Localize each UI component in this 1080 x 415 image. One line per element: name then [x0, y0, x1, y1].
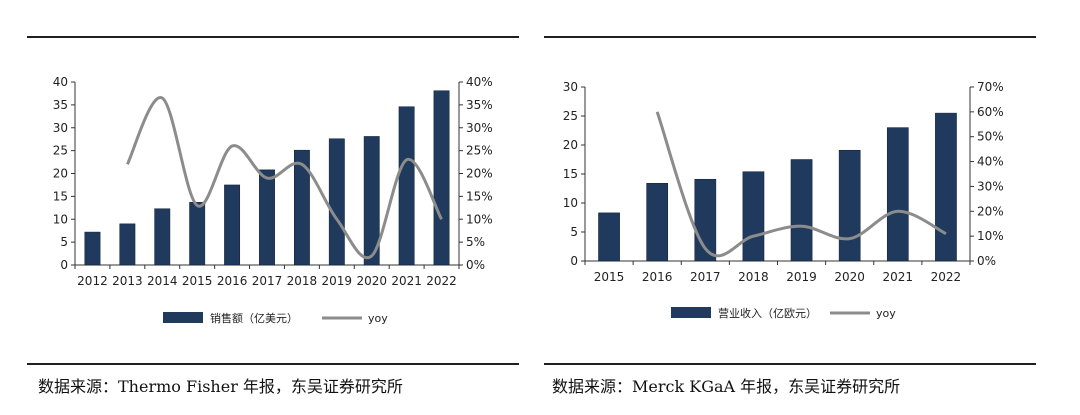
legend-line-label: yoy	[368, 312, 388, 325]
right-panel: 0 5 10 15 20 25 30 0% 10% 20% 30% 40% 50% 60% 70% 2015 2…	[540, 0, 1080, 415]
left-tick-label: 30	[563, 80, 578, 94]
x-tick-label: 2020	[356, 274, 387, 288]
left-panel: 0 5 10 15 20 25 30 35 40 0% 5% 10% 15% 20% 25% 30% 35% 40…	[27, 36, 519, 396]
right-tick-label: 20%	[977, 204, 1004, 218]
yoy-line	[126, 96, 443, 260]
x-tick-label: 2022	[426, 274, 457, 288]
bar	[886, 127, 909, 262]
x-tick-label: 2017	[252, 274, 283, 288]
thermo-fisher-chart: 0 5 10 15 20 25 30 35 40 0% 5% 10% 15% 20% 25% 30% 35% 40…	[53, 75, 493, 325]
x-tick-label: 2015	[594, 270, 625, 284]
right-tick-label: 35%	[466, 98, 493, 112]
left-tick-label: 10	[53, 212, 68, 226]
source-note: 数据来源：Thermo Fisher 年报，东吴证券研究所	[38, 377, 403, 396]
left-tick-label: 5	[60, 235, 68, 249]
bar	[838, 149, 861, 262]
x-tick-label: 2021	[391, 274, 422, 288]
bar	[84, 231, 101, 266]
bar	[742, 171, 765, 262]
x-tick-label: 2014	[147, 274, 178, 288]
x-tick-label: 2019	[786, 270, 817, 284]
right-tick-label: 0%	[977, 254, 996, 268]
bar	[398, 106, 415, 266]
source-note: 数据来源：Merck KGaA 年报，东吴证券研究所	[552, 377, 901, 396]
legend-bar-label: 销售额（亿美元）	[210, 311, 298, 325]
x-tick-label: 2018	[738, 270, 769, 284]
x-tick-label: 2022	[931, 270, 962, 284]
bar	[790, 159, 813, 262]
bottom-rule	[27, 363, 519, 365]
legend-bar-swatch	[671, 307, 711, 318]
x-tick-label: 2016	[642, 270, 673, 284]
bar	[119, 223, 136, 266]
left-tick-label: 15	[53, 189, 68, 203]
left-tick-label: 0	[60, 258, 68, 272]
right-tick-label: 10%	[466, 212, 493, 226]
yoy-line	[655, 111, 947, 258]
right-tick-label: 70%	[977, 80, 1004, 94]
left-tick-label: 40	[53, 75, 68, 89]
bar	[189, 202, 206, 266]
bar	[935, 112, 957, 262]
bar	[259, 169, 275, 266]
x-tick-label: 2016	[217, 274, 248, 288]
bar	[646, 183, 669, 262]
x-tick-label: 2018	[287, 274, 318, 288]
top-rule	[544, 36, 1036, 38]
bar	[154, 208, 171, 266]
left-tick-label: 25	[563, 109, 578, 123]
right-tick-label: 15%	[466, 189, 493, 203]
left-tick-label: 0	[570, 254, 578, 268]
bottom-rule	[544, 363, 1036, 365]
right-tick-label: 5%	[466, 235, 485, 249]
left-tick-label: 30	[53, 121, 68, 135]
left-tick-label: 20	[563, 138, 578, 152]
right-tick-label: 25%	[466, 144, 493, 158]
left-tick-label: 35	[53, 98, 68, 112]
right-tick-label: 0%	[466, 258, 485, 272]
x-tick-label: 2019	[322, 274, 353, 288]
bar	[224, 184, 241, 266]
bar	[363, 136, 380, 266]
right-tick-label: 30%	[977, 179, 1004, 193]
merck-kgaa-chart: 0 5 10 15 20 25 30 0% 10% 20% 30% 40% 50% 60% 70% 2015 2…	[563, 80, 1004, 320]
x-tick-label: 2012	[77, 274, 108, 288]
left-tick-label: 10	[563, 196, 578, 210]
left-tick-label: 5	[570, 225, 578, 239]
x-tick-label: 2015	[182, 274, 213, 288]
right-tick-label: 20%	[466, 167, 493, 181]
left-tick-label: 15	[563, 167, 578, 181]
legend-line-label: yoy	[876, 307, 896, 320]
left-tick-label: 25	[53, 144, 68, 158]
right-tick-label: 50%	[977, 130, 1004, 144]
bar	[293, 149, 310, 266]
legend-bar-swatch	[163, 312, 203, 323]
right-tick-label: 10%	[977, 229, 1004, 243]
bar	[433, 90, 450, 266]
right-tick-label: 40%	[466, 75, 493, 89]
legend-bar-label: 营业收入（亿欧元）	[718, 306, 817, 320]
top-rule	[27, 36, 519, 38]
bar	[328, 138, 345, 266]
bar	[598, 212, 620, 262]
x-tick-label: 2021	[883, 270, 914, 284]
x-tick-label: 2013	[112, 274, 143, 288]
x-tick-label: 2017	[690, 270, 721, 284]
right-tick-label: 60%	[977, 105, 1004, 119]
x-tick-label: 2020	[834, 270, 865, 284]
right-tick-label: 30%	[466, 121, 493, 135]
right-tick-label: 40%	[977, 155, 1004, 169]
left-tick-label: 20	[53, 167, 68, 181]
